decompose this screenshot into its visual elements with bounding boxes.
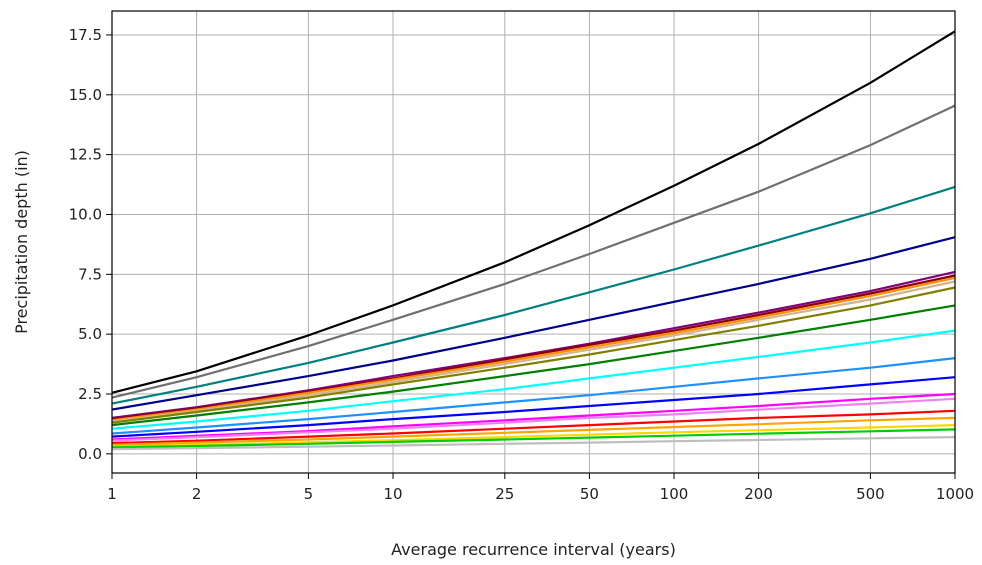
series-line	[111, 286, 956, 424]
y-tick-label: 2.5	[78, 385, 102, 403]
series-line	[111, 392, 956, 441]
x-tick-label: 200	[744, 485, 773, 503]
series-line	[111, 236, 956, 411]
x-tick-label: 1	[107, 485, 117, 503]
series-line	[111, 270, 956, 419]
x-tick-label: 25	[495, 485, 514, 503]
series-line	[111, 304, 956, 427]
series-line	[111, 104, 956, 399]
series-line	[111, 428, 956, 449]
y-tick-label: 7.5	[78, 265, 102, 283]
series-line	[111, 185, 956, 405]
series-line	[111, 30, 956, 394]
plot-frame	[111, 10, 956, 474]
y-tick-label: 17.5	[69, 26, 102, 44]
y-tick-label: 10.0	[69, 205, 102, 223]
series-line	[111, 376, 956, 438]
series-line	[111, 357, 956, 435]
series-line	[111, 409, 956, 445]
series-line	[111, 424, 956, 448]
x-tick-label: 2	[192, 485, 202, 503]
series-line	[111, 416, 956, 446]
x-tick-label: 10	[383, 485, 402, 503]
series-line	[111, 397, 956, 442]
series-layer	[111, 30, 956, 451]
series-line	[111, 276, 956, 422]
series-line	[111, 280, 956, 423]
series-line	[111, 274, 956, 421]
x-tick-label: 5	[304, 485, 314, 503]
x-axis: 1 2 5 10 25 50 100 200 500 1000	[107, 473, 974, 503]
y-axis-label: Precipitation depth (in)	[12, 150, 31, 334]
x-tick-label: 500	[856, 485, 885, 503]
y-tick-label: 0.0	[78, 445, 102, 463]
series-line	[111, 436, 956, 451]
x-tick-label: 1000	[936, 485, 974, 503]
y-tick-label: 15.0	[69, 86, 102, 104]
y-tick-label: 5.0	[78, 325, 102, 343]
x-tick-label: 100	[660, 485, 689, 503]
x-axis-label: Average recurrence interval (years)	[391, 540, 676, 559]
x-tick-label: 50	[580, 485, 599, 503]
y-tick-label: 12.5	[69, 146, 102, 164]
series-line	[111, 329, 956, 430]
y-axis: 0.0 2.5 5.0 7.5 10.0 12.5 15.0 17.5	[69, 26, 112, 463]
